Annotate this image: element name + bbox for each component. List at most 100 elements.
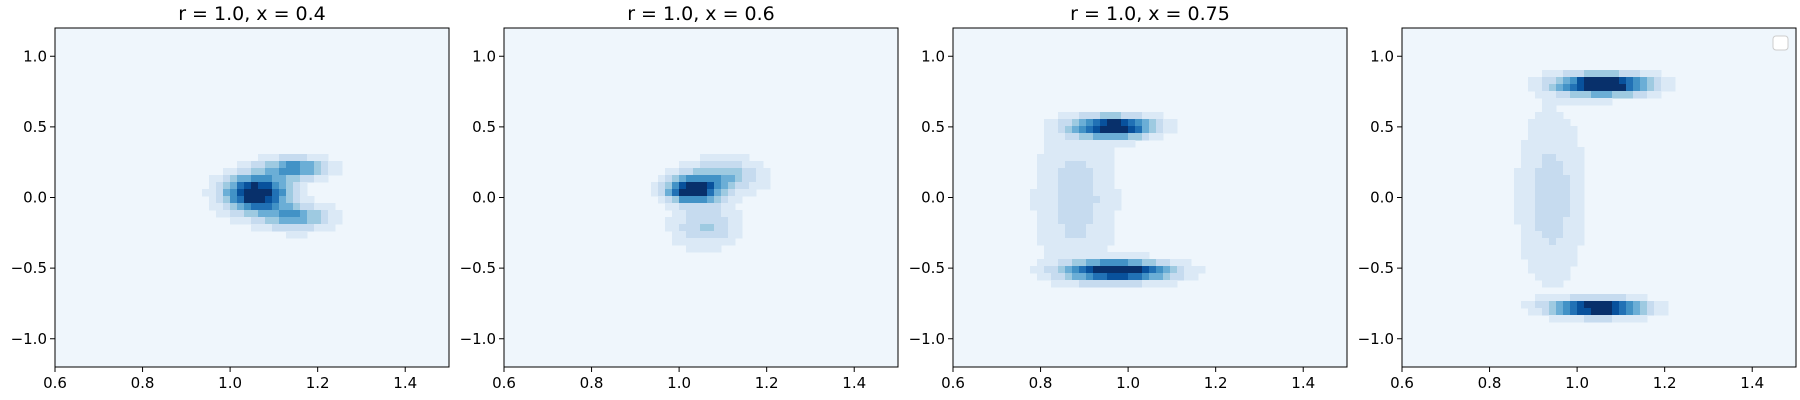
axis-ticks: 0.6 0.8 1.0 1.2 1.4 −1.0 −0.5 0.0 0.5 1.0 [460, 47, 867, 392]
density-cell [286, 189, 294, 197]
density-cell [1556, 147, 1564, 155]
density-cell [1093, 252, 1101, 260]
density-cell [728, 224, 736, 232]
density-cell [1135, 119, 1143, 127]
density-cell [1058, 140, 1066, 148]
density-cell [1535, 119, 1543, 127]
density-cell [686, 245, 694, 253]
density-cell [1661, 301, 1669, 309]
density-cell [1044, 154, 1052, 162]
density-cell [1044, 182, 1052, 190]
density-cell [328, 210, 336, 218]
density-cell [1142, 133, 1150, 141]
density-cell [742, 182, 750, 190]
density-cell [1605, 98, 1613, 106]
density-cell [1542, 203, 1550, 211]
density-cell [1100, 147, 1108, 155]
density-cell [1135, 273, 1143, 281]
density-cell [1079, 266, 1087, 274]
density-cell [1065, 203, 1073, 211]
density-cell [1570, 154, 1578, 162]
density-cell [1542, 98, 1550, 106]
density-cell [1037, 238, 1045, 246]
density-cell [272, 217, 280, 225]
density-cell [728, 161, 736, 169]
density-cell [1542, 154, 1550, 162]
density-cell [1051, 119, 1059, 127]
density-cell [728, 182, 736, 190]
density-cell [1542, 280, 1550, 288]
y-tick-label: 1.0 [1370, 47, 1394, 65]
density-cell [735, 231, 743, 239]
density-cell [1626, 315, 1634, 323]
density-cell [265, 175, 273, 183]
density-cell [272, 196, 280, 204]
density-cell [1086, 168, 1094, 176]
density-cell [1044, 224, 1052, 232]
density-cell [1605, 301, 1613, 309]
density-cell [1528, 259, 1536, 267]
density-cell [1086, 217, 1094, 225]
density-cell [300, 168, 308, 176]
density-cell [672, 168, 680, 176]
density-cell [1556, 182, 1564, 190]
density-cell [1093, 133, 1101, 141]
density-cell [1037, 161, 1045, 169]
density-cell [700, 175, 708, 183]
density-cell [1093, 140, 1101, 148]
density-cell [1577, 224, 1585, 232]
density-cell [1072, 126, 1080, 134]
density-cell [307, 224, 315, 232]
density-cell [1072, 224, 1080, 232]
x-tick-label: 0.8 [1478, 374, 1502, 392]
density-cell [1563, 217, 1571, 225]
density-cell [1528, 217, 1536, 225]
density-cell [1584, 98, 1592, 106]
density-cell [237, 161, 245, 169]
density-cell [707, 231, 715, 239]
density-cell [735, 161, 743, 169]
density-cell [1647, 70, 1655, 78]
density-cell [1563, 231, 1571, 239]
x-tick-label: 0.8 [131, 374, 155, 392]
density-cell [1093, 259, 1101, 267]
density-cell [714, 189, 722, 197]
density-cell [1065, 161, 1073, 169]
density-cell [1556, 119, 1564, 127]
density-cell [1570, 140, 1578, 148]
density-cell [1058, 224, 1066, 232]
density-cell [1570, 217, 1578, 225]
density-cell [1198, 266, 1206, 274]
density-cell [1100, 196, 1108, 204]
density-cell [307, 161, 315, 169]
density-cell [1058, 154, 1066, 162]
density-cell [1184, 266, 1192, 274]
density-cell [693, 182, 701, 190]
density-cell [700, 238, 708, 246]
density-cell [293, 210, 301, 218]
density-cell [1107, 196, 1115, 204]
density-cell [1535, 175, 1543, 183]
density-cell [1549, 168, 1557, 176]
density-cell [672, 182, 680, 190]
density-cell [1072, 252, 1080, 260]
density-cell [1058, 175, 1066, 183]
density-cell [679, 161, 687, 169]
density-cell [1177, 273, 1185, 281]
density-cell [223, 182, 231, 190]
density-cell [1128, 140, 1136, 148]
density-cell [1563, 77, 1571, 85]
density-cell [272, 168, 280, 176]
density-cell [1612, 91, 1620, 99]
axis-ticks: 0.6 0.8 1.0 1.2 1.4 −1.0 −0.5 0.0 0.5 1.0 [11, 47, 418, 392]
density-cell [1556, 161, 1564, 169]
y-tick-label: 0.5 [1370, 118, 1394, 136]
x-tick-label: 1.4 [1291, 374, 1315, 392]
density-cell [1177, 259, 1185, 267]
density-cell [286, 154, 294, 162]
density-cell [244, 189, 252, 197]
density-cell [1100, 112, 1108, 120]
density-cell [209, 196, 217, 204]
density-cell [1086, 266, 1094, 274]
density-cell [251, 189, 259, 197]
